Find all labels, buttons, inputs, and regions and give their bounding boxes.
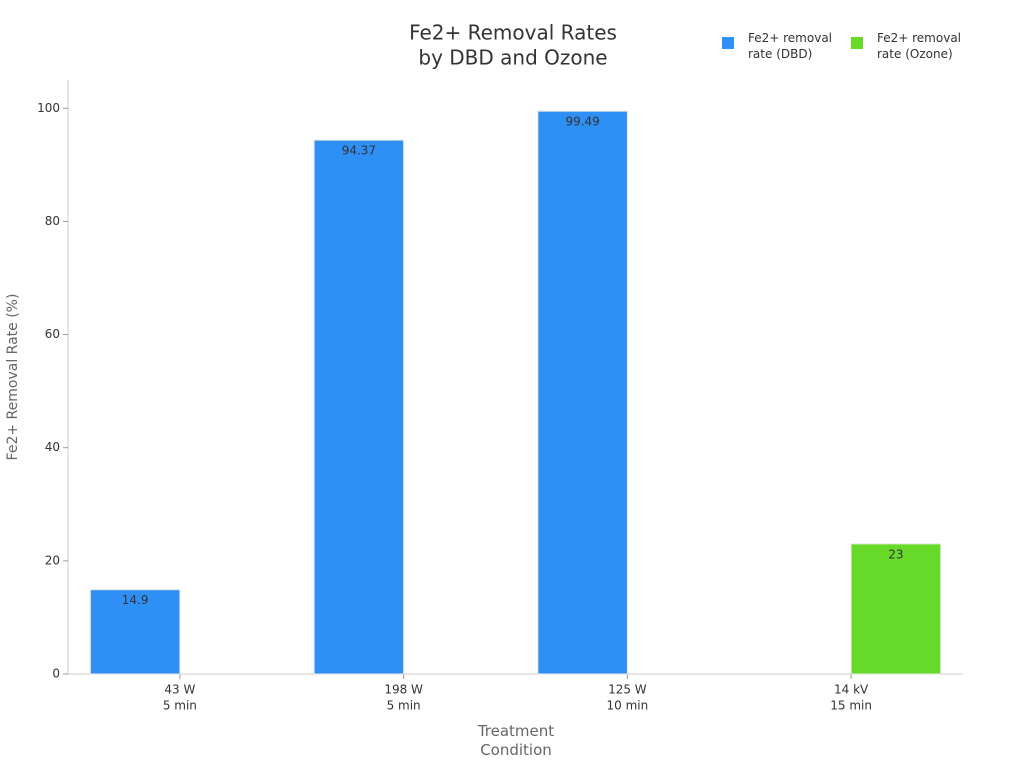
y-tick-label: 20 xyxy=(45,553,60,567)
chart-title: by DBD and Ozone xyxy=(418,46,607,70)
x-tick-label: 10 min xyxy=(607,699,649,713)
bar xyxy=(850,543,942,675)
y-axis-label: Fe2+ Removal Rate (%) xyxy=(5,294,21,461)
x-tick-label: 198 W xyxy=(384,683,423,697)
x-tick-label: 15 min xyxy=(830,699,872,713)
chart-title: Fe2+ Removal Rates xyxy=(409,21,617,45)
legend-label: Fe2+ removal rate (Ozone) xyxy=(877,31,962,61)
bar xyxy=(89,589,181,675)
legend-swatch xyxy=(722,37,734,49)
legend-item: Fe2+ removal rate (Ozone) xyxy=(851,30,969,62)
y-tick-label: 0 xyxy=(52,667,60,681)
x-tick-label: 14 kV xyxy=(834,683,869,697)
x-axis-label: Treatment Condition xyxy=(477,722,555,759)
y-tick-label: 40 xyxy=(45,440,60,454)
y-tick-label: 100 xyxy=(37,101,60,115)
x-tick-label: 5 min xyxy=(387,699,421,713)
value-label: 23 xyxy=(888,547,903,561)
legend-swatch xyxy=(851,37,863,49)
legend-label: Fe2+ removal rate (DBD) xyxy=(748,31,833,61)
legend-item: Fe2+ removal rate (DBD) xyxy=(722,30,840,62)
value-label: 99.49 xyxy=(565,115,599,129)
x-tick-label: 43 W xyxy=(164,683,195,697)
y-tick-label: 80 xyxy=(45,214,60,228)
bar xyxy=(537,110,628,675)
bar xyxy=(313,139,405,675)
x-tick-label: 5 min xyxy=(163,699,197,713)
x-tick-label: 125 W xyxy=(608,683,647,697)
value-label: 94.37 xyxy=(342,144,376,158)
value-label: 14.9 xyxy=(122,593,149,607)
y-tick-label: 60 xyxy=(45,327,60,341)
